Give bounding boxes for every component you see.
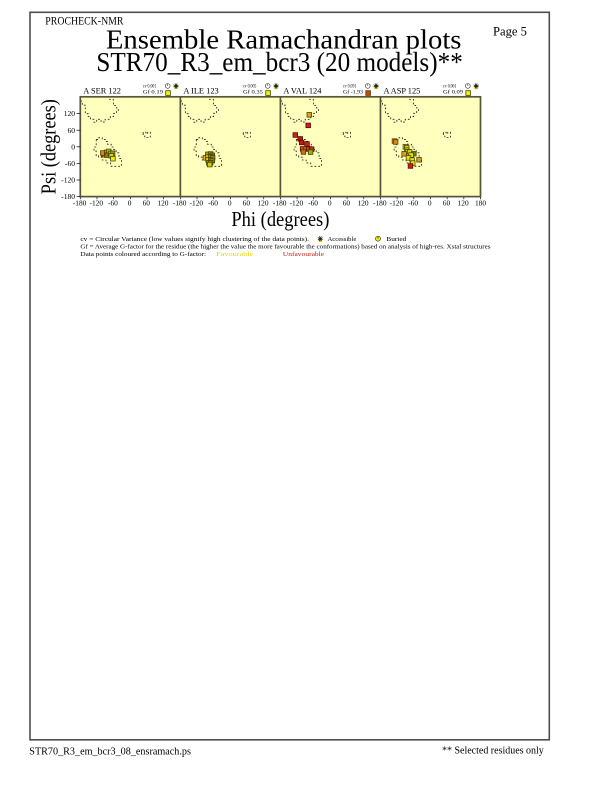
- svg-text:** Selected residues only: ** Selected residues only: [442, 744, 544, 756]
- svg-text:cv 0.001: cv 0.001: [143, 84, 157, 90]
- svg-text:Buried: Buried: [386, 236, 407, 243]
- svg-text:120: 120: [64, 109, 76, 118]
- svg-text:-60: -60: [308, 199, 318, 208]
- svg-text:Favourable: Favourable: [216, 251, 253, 258]
- svg-text:-180: -180: [61, 192, 75, 201]
- svg-text:Accessible: Accessible: [328, 236, 357, 243]
- svg-text:-120: -120: [61, 176, 75, 185]
- svg-text:0: 0: [428, 199, 432, 208]
- svg-text:-180: -180: [373, 199, 387, 208]
- svg-text:60: 60: [443, 199, 451, 208]
- svg-text:-60: -60: [108, 199, 118, 208]
- svg-text:60: 60: [143, 199, 151, 208]
- svg-text:0: 0: [71, 142, 75, 151]
- svg-text:60: 60: [343, 199, 351, 208]
- svg-text:A ASP 125: A ASP 125: [383, 87, 420, 96]
- svg-text:STR70_R3_em_bcr3 (20 models)**: STR70_R3_em_bcr3 (20 models)**: [96, 46, 462, 77]
- svg-text:120: 120: [157, 199, 168, 208]
- svg-text:Gf 0.09: Gf 0.09: [443, 89, 463, 96]
- svg-text:Gf = Average G-factor for the: Gf = Average G-factor for the residue (t…: [80, 243, 491, 250]
- svg-text:Data points coloured according: Data points coloured according to G-fact…: [80, 251, 206, 258]
- svg-text:A ILE 123: A ILE 123: [183, 87, 218, 96]
- svg-text:cv 0.005: cv 0.005: [243, 84, 257, 90]
- svg-text:-60: -60: [65, 159, 75, 168]
- svg-text:cv 0.091: cv 0.091: [343, 84, 357, 90]
- svg-text:0: 0: [128, 199, 132, 208]
- svg-text:180: 180: [475, 199, 486, 208]
- svg-text:Phi (degrees): Phi (degrees): [231, 207, 329, 231]
- svg-text:A VAL 124: A VAL 124: [283, 87, 322, 96]
- svg-text:60: 60: [68, 126, 76, 135]
- svg-text:-60: -60: [408, 199, 418, 208]
- svg-text:120: 120: [358, 199, 369, 208]
- svg-text:Ensemble Ramachandran plots: Ensemble Ramachandran plots: [106, 24, 462, 55]
- svg-text:-180: -180: [173, 199, 187, 208]
- svg-text:Page 5: Page 5: [493, 25, 527, 39]
- svg-text:cv = Circular Variance (low va: cv = Circular Variance (low values signi…: [80, 236, 309, 243]
- svg-text:-120: -120: [190, 199, 204, 208]
- svg-text:Psi (degrees): Psi (degrees): [37, 99, 61, 194]
- svg-text:120: 120: [257, 199, 268, 208]
- svg-text:-60: -60: [208, 199, 218, 208]
- svg-text:PROCHECK-NMR: PROCHECK-NMR: [45, 13, 123, 27]
- svg-text:Gf 0.19: Gf 0.19: [143, 89, 163, 96]
- svg-text:STR70_R3_em_bcr3_08_ensramach.: STR70_R3_em_bcr3_08_ensramach.ps: [29, 746, 191, 757]
- svg-text:0: 0: [228, 199, 232, 208]
- svg-text:Gf 0.35: Gf 0.35: [243, 89, 263, 96]
- svg-text:cv 0.061: cv 0.061: [443, 84, 457, 90]
- svg-text:120: 120: [458, 199, 469, 208]
- svg-text:-120: -120: [290, 199, 304, 208]
- svg-text:0: 0: [328, 199, 332, 208]
- svg-text:-120: -120: [89, 199, 103, 208]
- svg-text:Unfavourable: Unfavourable: [283, 251, 324, 258]
- svg-text:Gf -1.93: Gf -1.93: [343, 89, 363, 96]
- svg-text:-180: -180: [273, 199, 287, 208]
- svg-text:A SER 122: A SER 122: [83, 87, 121, 96]
- svg-text:60: 60: [243, 199, 251, 208]
- svg-text:-180: -180: [73, 199, 87, 208]
- svg-text:-120: -120: [390, 199, 404, 208]
